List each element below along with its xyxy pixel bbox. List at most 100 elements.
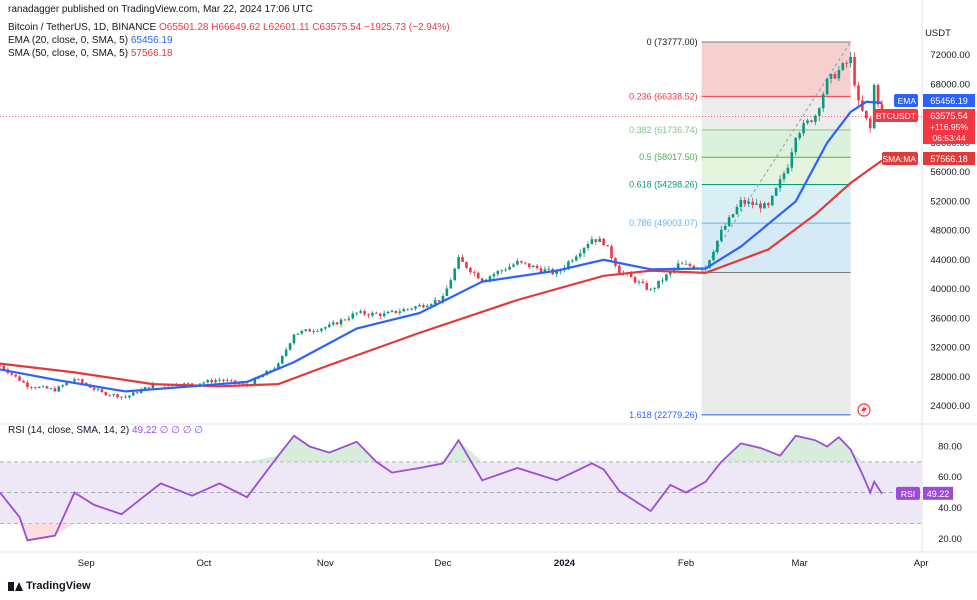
sma-legend[interactable]: SMA (50, close, 0, SMA, 5) 57566.18: [8, 48, 173, 59]
candle-body: [649, 288, 653, 290]
candle: [288, 342, 292, 352]
fib-trend-line: [701, 41, 852, 273]
candle: [398, 308, 402, 316]
candle-body: [512, 264, 515, 267]
candle-body: [167, 385, 170, 387]
candle-body: [500, 270, 504, 272]
candle: [523, 262, 527, 265]
candle: [308, 328, 311, 332]
candle: [30, 386, 33, 390]
candle-body: [222, 379, 225, 381]
price-tick-label: 44000.00: [930, 255, 970, 266]
candle: [10, 372, 14, 377]
candle-body: [445, 288, 449, 296]
candle: [837, 66, 841, 82]
candle-body: [853, 56, 856, 86]
candle: [782, 170, 786, 183]
candle-body: [57, 386, 61, 392]
candle: [394, 310, 398, 315]
rsi-tick-label: 80.00: [938, 441, 962, 452]
candle-body: [692, 265, 696, 269]
candle-body: [351, 313, 355, 319]
candle-body: [523, 262, 527, 264]
candle: [77, 378, 80, 381]
candle-body: [33, 387, 37, 389]
candle: [496, 269, 500, 277]
candle-body: [308, 329, 311, 332]
candle-body: [716, 240, 719, 252]
rsi-tick-label: 60.00: [938, 472, 962, 483]
candle: [124, 394, 127, 399]
candle: [116, 393, 119, 399]
candle-body: [645, 283, 649, 290]
candle-body: [527, 263, 531, 268]
candle-body: [629, 273, 633, 278]
candle: [112, 393, 115, 398]
candle-body: [688, 263, 692, 266]
candle-body: [347, 318, 351, 320]
candle-body: [143, 387, 147, 390]
symbol-name[interactable]: Bitcoin / TetherUS, 1D, BINANCE: [8, 22, 157, 33]
candle: [104, 391, 108, 396]
sma50-line: [0, 159, 883, 388]
candle: [759, 200, 762, 213]
candle-body: [406, 308, 409, 310]
rsi-overbought-fill: [795, 435, 816, 462]
candle: [817, 106, 821, 122]
candle-body: [782, 173, 786, 180]
rsi-overbought-fill: [246, 455, 279, 462]
candle-body: [288, 343, 292, 350]
candle-body: [304, 329, 308, 331]
published-line: ranadagger published on TradingView.com,…: [8, 4, 313, 15]
fib-zone: [701, 42, 851, 97]
candle-body: [312, 331, 315, 333]
candle-body: [394, 310, 398, 313]
candle-body: [327, 324, 331, 328]
candle: [716, 240, 719, 255]
candle-body: [868, 118, 872, 129]
candle-body: [857, 85, 860, 101]
candle-body: [790, 152, 794, 168]
tradingview-logo[interactable]: TradingView: [8, 580, 91, 592]
candle-body: [433, 300, 437, 305]
candle-body: [120, 396, 123, 398]
candle-body: [598, 238, 602, 243]
candle: [853, 52, 856, 87]
candle: [802, 120, 805, 137]
candle: [473, 270, 476, 277]
candle-body: [469, 267, 472, 273]
candle-body: [531, 265, 535, 268]
rsi-overbought-fill: [294, 435, 310, 462]
candle: [747, 197, 751, 207]
ema-legend[interactable]: EMA (20, close, 0, SMA, 5) 65456.19: [8, 35, 173, 46]
time-axis: Sep Oct Nov Dec 2024 Feb Mar Apr: [78, 558, 929, 569]
candle-body: [425, 305, 429, 308]
tradingview-logo-icon: [8, 581, 23, 591]
fibonacci-retracement: 0 (73777.00) 0.236 (66338.52) 0.382 (61736…: [629, 37, 852, 420]
candle: [786, 164, 790, 175]
candle-body: [712, 251, 715, 261]
candle-body: [582, 247, 586, 254]
candle-body: [147, 387, 151, 389]
candle: [719, 225, 723, 243]
price-tag-name-box: [882, 152, 918, 165]
candle: [574, 254, 578, 262]
currency-label: USDT: [925, 28, 951, 39]
candle-body: [81, 379, 84, 383]
candle: [465, 261, 468, 270]
candle: [320, 327, 323, 334]
candle: [229, 378, 233, 383]
price-tag-name-box: [874, 109, 918, 122]
candle-body: [186, 383, 190, 385]
candle: [849, 51, 852, 68]
candle-body: [375, 312, 378, 314]
candle: [304, 329, 308, 333]
candle: [355, 312, 359, 316]
candle-body: [767, 203, 770, 206]
candle-body: [845, 63, 849, 64]
candle: [500, 269, 504, 274]
rsi-overbought-fill: [740, 443, 761, 462]
rsi-legend[interactable]: RSI (14, close, SMA, 14, 2) 49.22 ∅ ∅ ∅ …: [8, 425, 203, 436]
candle: [657, 280, 660, 290]
fib-level-label: 0.382 (61736.74): [629, 125, 698, 135]
